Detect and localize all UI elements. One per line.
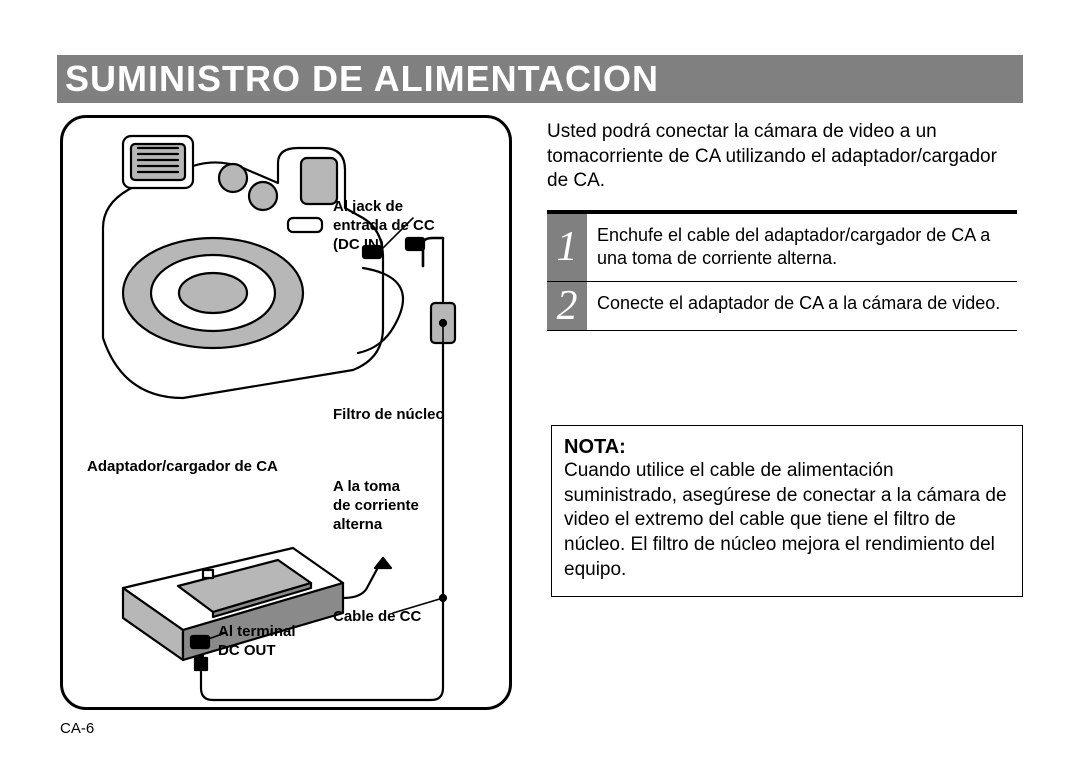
label-core-filter: Filtro de núcleo bbox=[333, 406, 445, 425]
label-adapter: Adaptador/cargador de CA bbox=[87, 458, 278, 477]
page-number: CA-6 bbox=[60, 720, 94, 737]
label-dc-cable: Cable de CC bbox=[333, 608, 421, 627]
label-dc-in: Al jack de entrada de CC (DC IN) bbox=[333, 198, 483, 254]
steps-list: 1 Enchufe el cable del adaptador/cargado… bbox=[547, 210, 1017, 331]
step-2: 2 Conecte el adaptador de CA a la cámara… bbox=[547, 282, 1017, 331]
note-box: NOTA: Cuando utilice el cable de aliment… bbox=[551, 425, 1023, 597]
camera-icon bbox=[103, 136, 403, 398]
label-to-outlet: A la toma de corriente alterna bbox=[333, 478, 473, 534]
step-text: Conecte el adaptador de CA a la cámara d… bbox=[587, 282, 1017, 330]
section-title: SUMINISTRO DE ALIMENTACION bbox=[65, 58, 659, 100]
label-dc-out: Al terminal DC OUT bbox=[218, 623, 338, 661]
step-number: 1 bbox=[547, 214, 587, 281]
step-text: Enchufe el cable del adaptador/cargador … bbox=[587, 214, 1017, 281]
intro-paragraph: Usted podrá conectar la cámara de video … bbox=[547, 120, 1015, 194]
step-number: 2 bbox=[547, 282, 587, 330]
note-heading: NOTA: bbox=[564, 436, 1010, 459]
note-body: Cuando utilice el cable de alimentación … bbox=[564, 459, 1010, 582]
diagram-panel: Al jack de entrada de CC (DC IN) Filtro … bbox=[60, 115, 512, 710]
section-title-bar: SUMINISTRO DE ALIMENTACION bbox=[57, 55, 1023, 103]
step-1: 1 Enchufe el cable del adaptador/cargado… bbox=[547, 214, 1017, 282]
